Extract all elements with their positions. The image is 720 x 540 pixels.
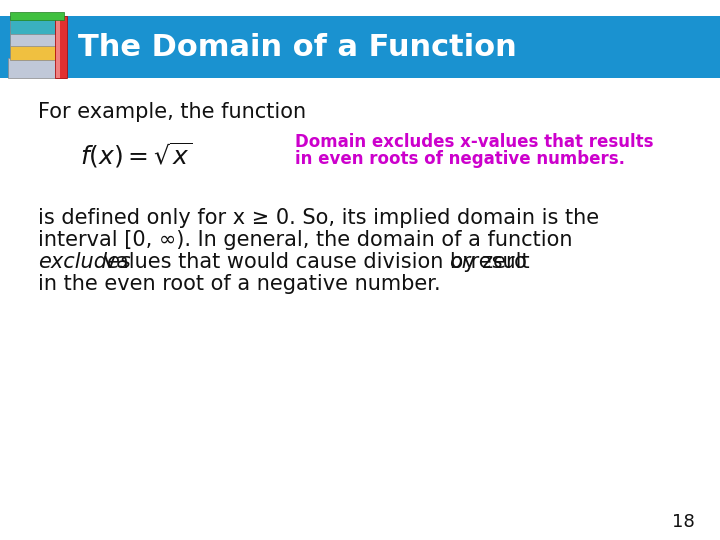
Text: or: or: [449, 252, 470, 272]
Text: The Domain of a Function: The Domain of a Function: [78, 32, 517, 62]
Text: For example, the function: For example, the function: [38, 102, 306, 122]
Bar: [56, 16, 60, 78]
Text: excludes: excludes: [38, 252, 131, 272]
Bar: [10, 12, 64, 20]
Text: in even roots of negative numbers.: in even roots of negative numbers.: [295, 150, 625, 168]
Text: $f(x) = \sqrt{x}$: $f(x) = \sqrt{x}$: [80, 140, 193, 170]
Bar: [55, 16, 67, 78]
Text: is defined only for x ≥ 0. So, its implied domain is the: is defined only for x ≥ 0. So, its impli…: [38, 208, 599, 228]
Text: result: result: [464, 252, 530, 272]
Bar: [10, 32, 64, 46]
Text: 18: 18: [672, 513, 695, 531]
Text: Domain excludes x-values that results: Domain excludes x-values that results: [295, 133, 654, 151]
Bar: [8, 58, 66, 78]
Bar: [10, 16, 64, 34]
Bar: [10, 44, 64, 60]
Text: interval [0, ∞). In general, the domain of a function: interval [0, ∞). In general, the domain …: [38, 230, 572, 250]
Text: in the even root of a negative number.: in the even root of a negative number.: [38, 274, 441, 294]
Bar: [0, 16, 720, 78]
Text: values that would cause division by zero: values that would cause division by zero: [97, 252, 534, 272]
